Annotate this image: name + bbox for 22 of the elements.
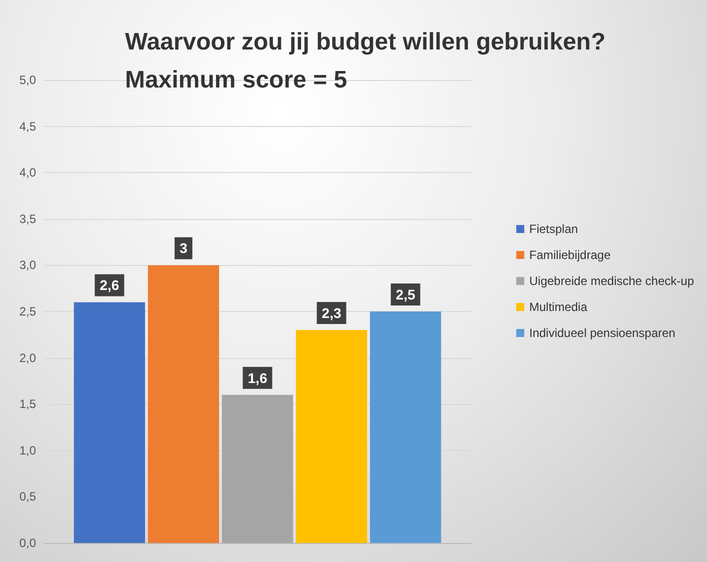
data-label: 3 bbox=[180, 240, 188, 256]
y-tick-label: 1,5 bbox=[19, 397, 36, 412]
y-tick-label: 3,5 bbox=[19, 212, 36, 226]
y-tick-label: 4,5 bbox=[19, 119, 36, 134]
data-label: 2,6 bbox=[100, 277, 120, 294]
legend-label: Fietsplan bbox=[529, 222, 578, 236]
y-tick-label: 2,0 bbox=[19, 350, 36, 365]
data-label: 1,6 bbox=[248, 370, 268, 386]
data-label: 2,3 bbox=[322, 305, 342, 322]
legend-label: Multimedia bbox=[529, 300, 588, 314]
legend-label: Individueel pensioensparen bbox=[529, 326, 676, 340]
y-tick-label: 3,0 bbox=[19, 258, 36, 272]
y-tick-label: 0,5 bbox=[19, 490, 36, 504]
chart-title: Waarvoor zou jij budget willen gebruiken? Maximum score = 5 bbox=[125, 28, 606, 94]
y-tick-label: 2,5 bbox=[19, 304, 36, 318]
legend-label: Familiebijdrage bbox=[529, 248, 611, 262]
y-tick-label: 1,0 bbox=[19, 443, 36, 458]
y-tick-label: 0,0 bbox=[19, 536, 36, 550]
legend-label: Uigebreide medische check-up bbox=[529, 274, 694, 288]
y-tick-label: 5,0 bbox=[19, 73, 36, 87]
data-label: 2,5 bbox=[396, 286, 416, 302]
y-tick-label: 4,0 bbox=[19, 166, 36, 180]
